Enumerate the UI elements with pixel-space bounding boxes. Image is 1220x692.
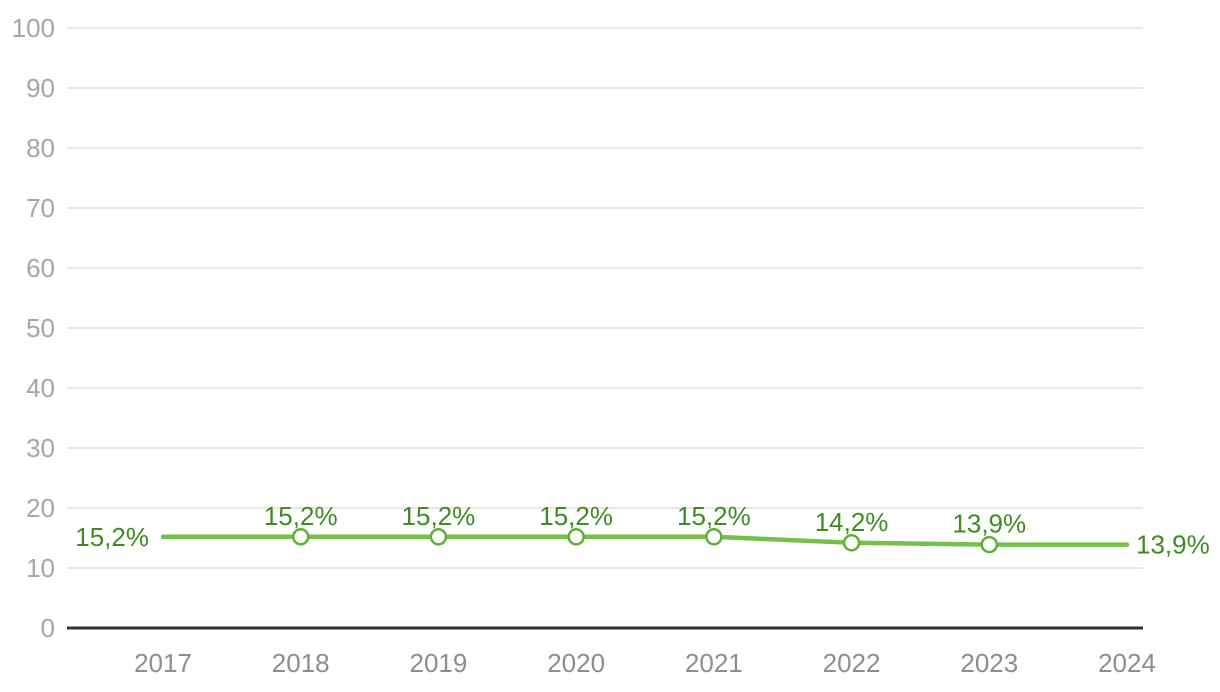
data-point-label: 15,2% [264,501,338,531]
data-point-marker [567,528,585,546]
data-point-marker [842,534,861,552]
data-point-label: 15,2% [539,501,613,531]
data-series-line [160,534,1130,547]
y-axis-tick-label: 90 [26,73,55,103]
data-point-marker [429,528,448,546]
x-axis-tick-label: 2021 [685,648,743,678]
data-point-marker [705,528,723,546]
data-point-label: 13,9% [1136,530,1210,560]
x-axis-tick-label: 2020 [547,648,605,678]
y-axis-tick-label: 10 [26,553,55,583]
x-axis-tick-label: 2022 [823,648,881,678]
y-axis-tick-label: 20 [26,493,55,523]
y-axis-tick-label: 0 [41,613,55,643]
x-axis-tick-label: 2018 [272,648,330,678]
data-point-label: 15,2% [402,501,476,531]
x-axis-tick-label: 2017 [134,648,192,678]
data-point-marker [980,535,999,554]
y-axis-tick-label: 30 [26,433,55,463]
data-point-label: 15,2% [75,522,149,552]
y-axis-tick-label: 60 [26,253,55,283]
y-axis-tick-label: 80 [26,133,55,163]
x-axis-tick-label: 2019 [410,648,468,678]
x-axis-tick-label: 2023 [960,648,1018,678]
data-point-label: 13,9% [952,509,1026,539]
y-axis-tick-label: 50 [26,313,55,343]
y-axis-tick-label: 70 [26,193,55,223]
data-point-marker [291,528,310,546]
x-axis-tick-label: 2024 [1098,648,1156,678]
y-axis-tick-label: 100 [12,13,55,43]
data-point-label: 14,2% [815,507,889,537]
data-point-label: 15,2% [677,501,751,531]
y-axis-tick-label: 40 [26,373,55,403]
